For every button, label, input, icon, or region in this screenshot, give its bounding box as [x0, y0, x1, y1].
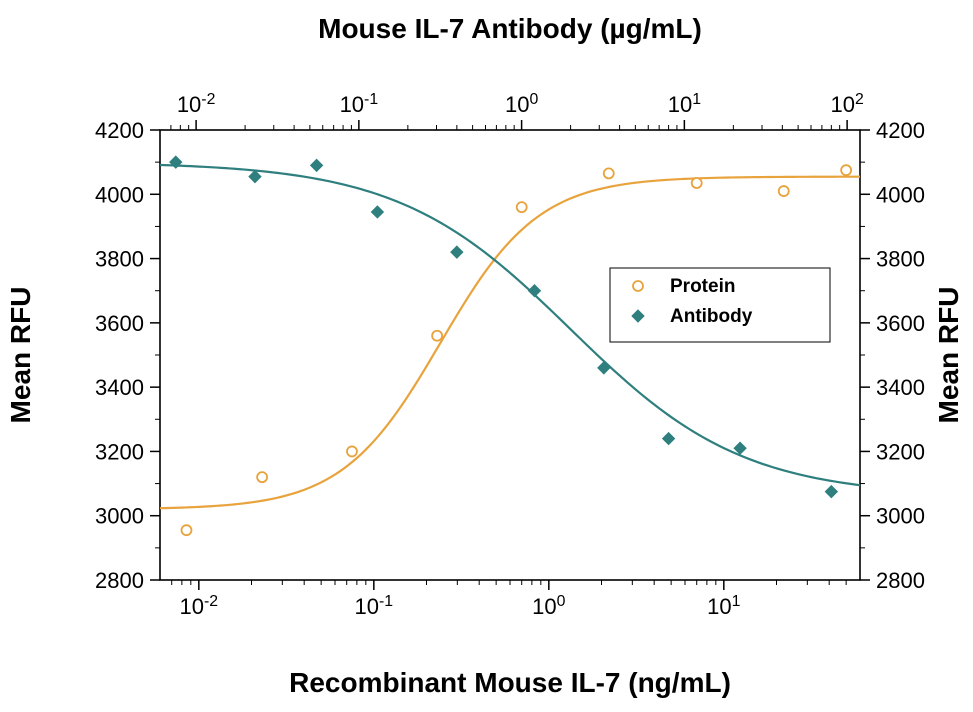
x-bottom-tick-label: 10-2	[180, 593, 219, 620]
chart-container: 2800 2800 3000 3000 3200 3200 3400 3400 3600 3600…	[0, 0, 973, 712]
x-axis-top-title: Mouse IL-7 Antibody (µg/mL)	[318, 13, 702, 44]
y-tick-label-right: 4200	[876, 118, 925, 143]
y-tick-label-left: 2800	[95, 568, 144, 593]
x-top-tick-label: 100	[505, 91, 538, 118]
data-point-antibody	[663, 433, 675, 445]
x-bottom-tick-label: 101	[707, 593, 740, 620]
y-tick-label-right: 3200	[876, 439, 925, 464]
data-point-protein	[779, 186, 789, 196]
y-tick-label-left: 3800	[95, 247, 144, 272]
y-tick-label-right: 3800	[876, 247, 925, 272]
data-point-protein	[517, 202, 527, 212]
data-point-antibody	[528, 285, 540, 297]
data-point-protein	[604, 168, 614, 178]
data-point-antibody	[311, 159, 323, 171]
x-top-tick-label: 101	[668, 91, 701, 118]
y-tick-label-left: 3400	[95, 375, 144, 400]
x-top-tick-label: 102	[830, 91, 863, 118]
y-tick-label-left: 3600	[95, 311, 144, 336]
y-tick-label-left: 4200	[95, 118, 144, 143]
data-point-antibody	[371, 206, 383, 218]
data-point-protein	[432, 331, 442, 341]
x-top-tick-label: 10-1	[340, 91, 379, 118]
y-tick-label-right: 4000	[876, 182, 925, 207]
y-tick-label-left: 4000	[95, 182, 144, 207]
data-point-protein	[841, 165, 851, 175]
data-point-protein	[692, 178, 702, 188]
legend-marker-protein	[633, 281, 643, 291]
dose-response-chart: 2800 2800 3000 3000 3200 3200 3400 3400 3600 3600…	[0, 0, 973, 712]
data-point-protein	[257, 472, 267, 482]
x-bottom-tick-label: 100	[532, 593, 565, 620]
y-tick-label-right: 3000	[876, 504, 925, 529]
x-top-tick-label: 10-2	[177, 91, 216, 118]
plot-area	[160, 130, 860, 580]
y-tick-label-left: 3200	[95, 439, 144, 464]
data-point-protein	[181, 525, 191, 535]
data-point-antibody	[249, 171, 261, 183]
y-tick-label-left: 3000	[95, 504, 144, 529]
legend-label: Antibody	[670, 306, 753, 327]
y-axis-right-title: Mean RFU	[933, 287, 964, 424]
x-axis-bottom-title: Recombinant Mouse IL-7 (ng/mL)	[289, 667, 731, 698]
data-point-antibody	[825, 486, 837, 498]
data-point-antibody	[451, 246, 463, 258]
y-tick-label-right: 3600	[876, 311, 925, 336]
y-axis-left-title: Mean RFU	[5, 287, 36, 424]
y-tick-label-right: 3400	[876, 375, 925, 400]
x-bottom-tick-label: 10-1	[355, 593, 394, 620]
y-tick-label-right: 2800	[876, 568, 925, 593]
legend-label: Protein	[670, 276, 735, 297]
data-point-protein	[347, 446, 357, 456]
